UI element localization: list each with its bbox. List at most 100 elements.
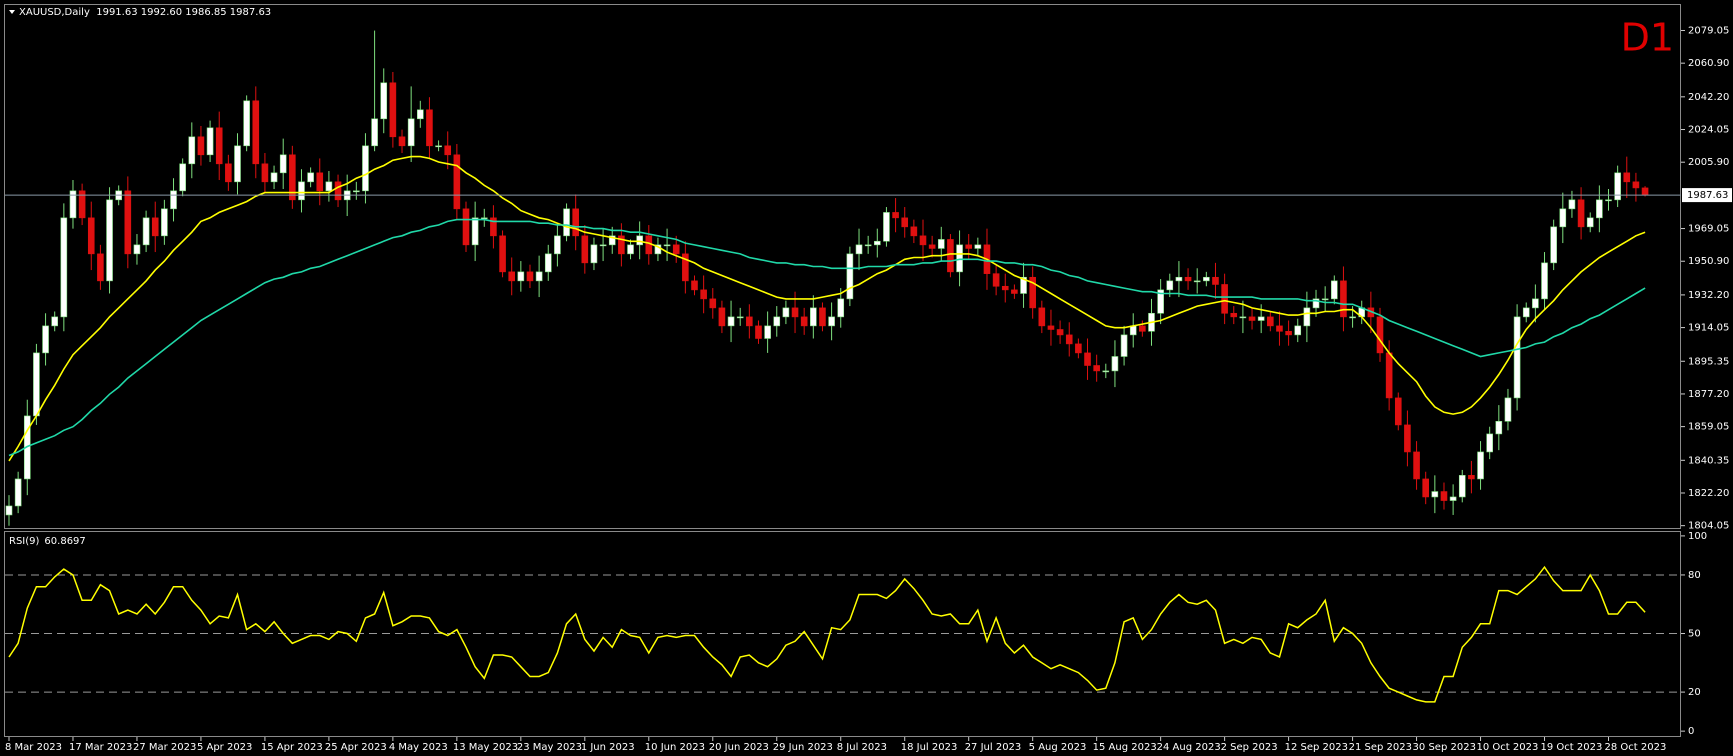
candle-body [161,208,168,237]
x-tick-label: 5 Apr 2023 [197,742,252,753]
candle-body [1175,276,1183,282]
candle-body [846,253,854,300]
candle-body [1203,276,1210,282]
candle-body [709,298,717,309]
candle-body [170,190,177,210]
x-tick-label: 18 Jul 2023 [901,742,958,753]
y-tick-label: 1859.05 [1688,422,1729,433]
candle-body [517,271,525,282]
candle-body [1577,199,1585,228]
x-tick-label: 8 Mar 2023 [5,742,62,753]
candle-body [1440,491,1448,501]
candle-body [1001,285,1009,291]
x-tick-label: 29 Jun 2023 [773,742,833,753]
candle-body [864,244,872,247]
candle-body [1093,365,1100,372]
candle-body [87,217,95,255]
x-tick-label: 5 Aug 2023 [1029,742,1087,753]
candle-body [279,154,287,174]
candle-body [1349,316,1356,319]
candle-body [1458,475,1466,498]
x-tick-label: 27 Jul 2023 [965,742,1022,753]
x-tick-label: 1 Jun 2023 [581,742,635,753]
candle-body [937,239,945,249]
candle-body [1267,316,1274,327]
candle-body [1294,325,1302,336]
candle-body [1559,208,1567,228]
candle-body [1248,316,1256,321]
candle-body [270,172,278,183]
moving-average [8,155,1646,462]
y-tick-label: 2024.05 [1688,125,1729,136]
y-tick-label: 2042.20 [1688,92,1729,103]
candle-body [1486,433,1493,453]
candle-body [1157,289,1164,314]
candle-body [298,181,305,201]
candle-body [5,505,13,516]
x-tick-label: 4 May 2023 [389,742,448,753]
candle-body [1449,496,1457,501]
candle-body [1376,316,1384,354]
candle-body [188,136,196,165]
candle-body [526,271,534,282]
candle-body [389,82,397,138]
candle-body [1056,329,1064,336]
candle-body [1331,280,1338,300]
candle-body [1212,276,1219,285]
candle-body [855,244,863,255]
candle-body [608,235,616,246]
candle-body [353,190,360,193]
candle-body [234,145,241,183]
candle-body [535,271,543,282]
y-tick-label: 1950.90 [1688,256,1729,267]
candle-body [289,154,296,201]
candle-body [828,316,835,327]
candle-body [819,307,826,327]
x-tick-label: 25 Apr 2023 [325,742,387,753]
candle-body [1257,316,1265,321]
x-tick-label: 10 Oct 2023 [1477,742,1539,753]
candle-body [334,181,342,201]
candle-body [151,217,159,237]
rsi-tick-label: 20 [1688,687,1701,698]
candle-body [718,307,726,327]
candle-body [1184,276,1192,282]
timeframe-label: D1 [1621,16,1674,60]
candle-body [755,325,762,339]
candle-body [1413,451,1420,480]
candle-body [1532,298,1539,309]
candle-body [106,199,113,282]
candle-body [316,172,324,192]
x-tick-label: 28 Oct 2023 [1605,742,1667,753]
candle-body [1047,325,1055,330]
candle-body [956,244,963,273]
candle-body [682,253,689,282]
menu-arrow[interactable] [9,10,15,14]
candle-body [773,316,781,327]
x-tick-label: 27 Mar 2023 [133,742,196,753]
candle-body [691,280,698,291]
rsi-panel [4,531,1681,737]
y-tick-label: 1914.05 [1688,323,1729,334]
candle-body [873,240,881,246]
candle-body [124,190,132,255]
y-tick-label: 1804.05 [1688,521,1729,532]
candle-body [33,352,40,417]
candle-body [901,217,909,228]
candle-body [645,235,653,255]
x-tick-label: 12 Sep 2023 [1285,742,1348,753]
candle-body [1568,199,1576,210]
candle-body [700,289,707,300]
candle-body [965,244,973,249]
candle-body [444,145,452,156]
rsi-label: RSI(9) [9,536,40,547]
rsi-line [8,565,1646,703]
rsi-tick-label: 80 [1688,570,1701,581]
candle-body [1029,276,1036,309]
candle-body [325,181,333,192]
candle-body [133,244,141,255]
y-tick-label: 2060.90 [1688,58,1729,69]
candle-body [1321,298,1329,301]
candle-body [563,208,570,237]
